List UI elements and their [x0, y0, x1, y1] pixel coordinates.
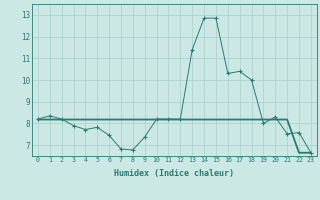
X-axis label: Humidex (Indice chaleur): Humidex (Indice chaleur)	[115, 169, 234, 178]
